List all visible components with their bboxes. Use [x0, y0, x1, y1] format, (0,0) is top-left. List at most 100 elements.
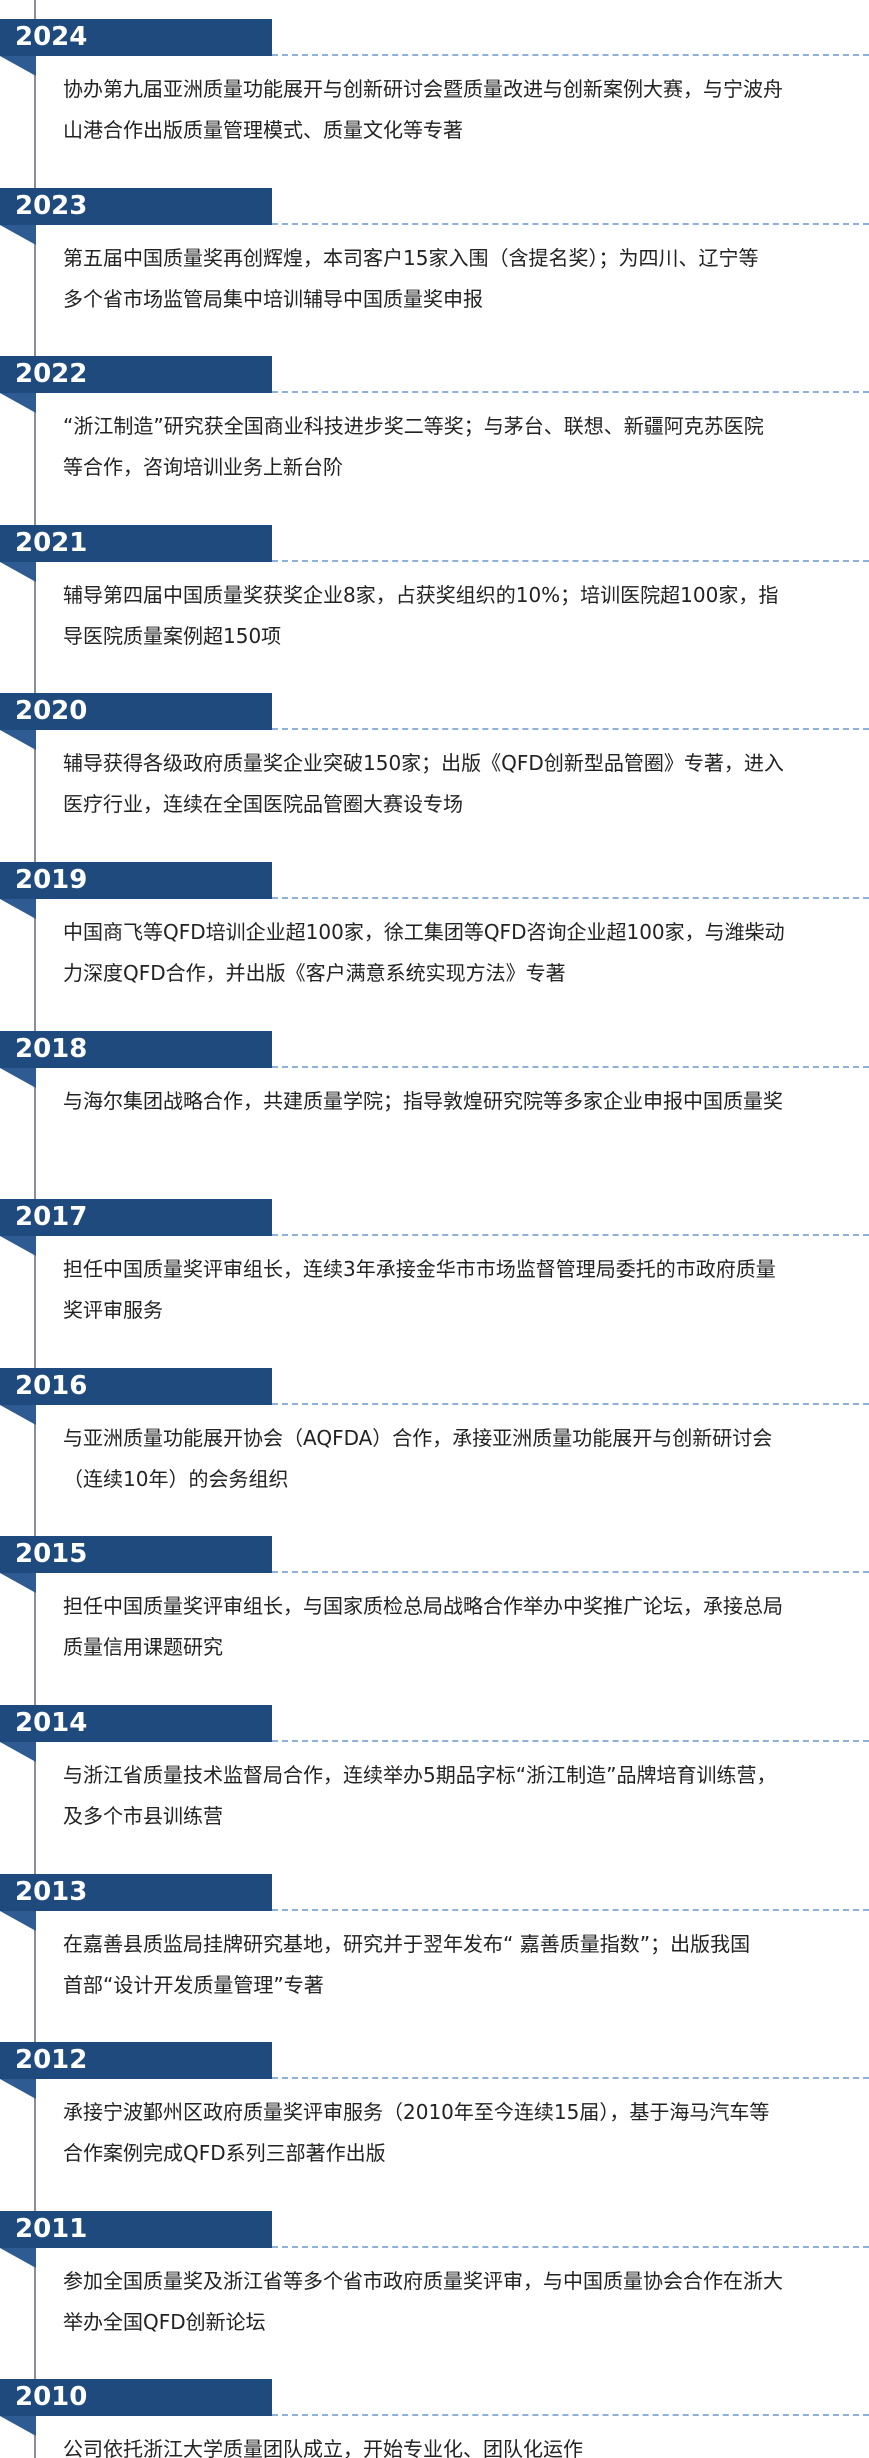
- year-label: 2024: [15, 22, 88, 52]
- entry-text: （连续10年）的会务组织: [63, 1466, 289, 1491]
- year-bar: 2015: [0, 1536, 272, 1574]
- timeline-entry: 2015 担任中国质量奖评审组长，与国家质检总局战略合作举办中奖推广论坛，承接总局…: [0, 1536, 869, 1704]
- year-label: 2017: [15, 1202, 88, 1233]
- fold-triangle: [0, 2247, 36, 2268]
- timeline-entry: 2016 与亚洲质量功能展开协会（AQFDA）合作，承接亚洲质量功能展开与创新研讨…: [0, 1367, 869, 1536]
- entry-text: 及多个市县训练营: [63, 1804, 223, 1828]
- dashed-divider: [272, 728, 869, 731]
- fold-corner: [0, 2247, 36, 2268]
- timeline-entry: 2012 承接宁波鄞州区政府质量奖评审服务（2010年至今连续15届），基于海马汽…: [0, 2042, 869, 2210]
- timeline-entry: 2019 中国商飞等QFD培训企业超100家，徐工集团等QFD咨询企业超100家，…: [0, 862, 869, 1030]
- timeline-entry: 2013 在嘉善县质监局挂牌研究基地，研究并于翌年发布“ 嘉善质量指数”；出版我国…: [0, 1873, 869, 2042]
- year-label: 2021: [15, 527, 88, 558]
- year-label: 2014: [15, 1708, 88, 1738]
- entry-text: 承接宁波鄞州区政府质量奖评审服务（2010年至今连续15届），基于海马汽车等: [63, 2100, 770, 2125]
- dashed-divider: [272, 2077, 869, 2080]
- year-bar: 2024: [0, 19, 272, 56]
- entry-text: 举办全国QFD创新论坛: [63, 2309, 266, 2334]
- year-label: 2010: [15, 2382, 88, 2413]
- entry-text: 力深度QFD合作，并出版《客户满意系统实现方法》专著: [63, 961, 566, 985]
- entry-text: 导医院质量案例超150项: [63, 623, 282, 648]
- fold-triangle: [0, 1910, 36, 1931]
- entry-text: 首部“设计开发质量管理”专著: [63, 1972, 324, 1997]
- year-bar: 2023: [0, 187, 272, 225]
- entry-text: 质量信用课题研究: [63, 1635, 223, 1660]
- fold-triangle: [0, 730, 36, 751]
- dashed-divider: [272, 559, 869, 562]
- entry-text: 合作案例完成QFD系列三部著作出版: [63, 2141, 386, 2166]
- timeline-entry: 2011 参加全国质量奖及浙江省等多个省市政府质量奖评审，与中国质量协会合作在浙大…: [0, 2210, 869, 2379]
- fold-corner: [0, 1573, 36, 1594]
- fold-corner: [0, 1067, 36, 1088]
- year-label: 2023: [15, 190, 88, 221]
- fold-triangle: [0, 2079, 36, 2100]
- timeline-entry: 2023 第五届中国质量奖再创辉煌，本司客户15家入围（含提名奖）；为四川、辽宁等…: [0, 187, 869, 356]
- year-bar: 2017: [0, 1199, 272, 1237]
- entry-text: 多个省市场监管局集中培训辅导中国质量奖申报: [63, 286, 483, 311]
- dashed-divider: [272, 2245, 869, 2248]
- fold-triangle: [0, 1236, 36, 1257]
- entry-text: 担任中国质量奖评审组长，与国家质检总局战略合作举办中奖推广论坛，承接总局: [63, 1594, 783, 1619]
- entry-text: 与海尔集团战略合作，共建质量学院；指导敦煌研究院等多家企业申报中国质量奖: [63, 1088, 783, 1113]
- fold-corner: [0, 730, 36, 751]
- dashed-divider: [272, 1402, 869, 1405]
- entry-text: 等合作，咨询培训业务上新台阶: [63, 455, 343, 480]
- year-label: 2018: [15, 1033, 88, 1064]
- year-bar: 2020: [0, 693, 272, 731]
- fold-corner: [0, 899, 36, 919]
- year-label: 2019: [15, 865, 88, 895]
- entry-text: 在嘉善县质监局挂牌研究基地，研究并于翌年发布“ 嘉善质量指数”；出版我国: [63, 1931, 751, 1956]
- year-bar: 2014: [0, 1705, 272, 1742]
- year-bar: 2016: [0, 1367, 272, 1405]
- fold-triangle: [0, 1573, 36, 1594]
- year-label: 2012: [15, 2045, 88, 2076]
- timeline-entry: 2020 辅导获得各级政府质量奖企业突破150家；出版《QFD创新型品管圈》专著，…: [0, 693, 869, 861]
- year-label: 2015: [15, 1539, 88, 1570]
- fold-triangle: [0, 899, 36, 919]
- dashed-divider: [272, 897, 869, 899]
- year-label: 2022: [15, 359, 88, 390]
- timeline-entry: 2010 公司依托浙江大学质量团队成立，开始专业化、团队化运作: [0, 2379, 869, 2458]
- entry-text: 与浙江省质量技术监督局合作，连续举办5期品字标“浙江制造”品牌培育训练营，: [63, 1763, 777, 1787]
- timeline-entry: 2024 协办第九届亚洲质量功能展开与创新研讨会暨质量改进与创新案例大赛，与宁波舟…: [0, 19, 869, 187]
- fold-corner: [0, 561, 36, 582]
- entry-text: 中国商飞等QFD培训企业超100家，徐工集团等QFD咨询企业超100家，与潍柴动: [63, 920, 785, 944]
- fold-triangle: [0, 1742, 36, 1762]
- dashed-divider: [272, 222, 869, 225]
- year-bar: 2012: [0, 2042, 272, 2080]
- year-bar: 2021: [0, 524, 272, 562]
- year-bar: 2011: [0, 2210, 272, 2248]
- fold-corner: [0, 56, 36, 76]
- timeline-entry: 2022 “浙江制造”研究获全国商业科技进步奖二等奖；与茅台、联想、新疆阿克苏医院…: [0, 356, 869, 524]
- fold-triangle: [0, 1067, 36, 1088]
- fold-corner: [0, 1742, 36, 1762]
- year-bar: 2013: [0, 1873, 272, 1911]
- year-label: 2020: [15, 696, 88, 727]
- year-label: 2011: [15, 2213, 88, 2244]
- dashed-divider: [272, 54, 869, 56]
- fold-corner: [0, 1236, 36, 1257]
- entry-text: 辅导第四届中国质量奖获奖企业8家，占获奖组织的10%；培训医院超100家，指: [63, 582, 779, 607]
- timeline-entry: 2021 辅导第四届中国质量奖获奖企业8家，占获奖组织的10%；培训医院超100家…: [0, 524, 869, 693]
- dashed-divider: [272, 1740, 869, 1742]
- fold-corner: [0, 1404, 36, 1425]
- year-label: 2016: [15, 1370, 88, 1401]
- timeline-entry: 2018 与海尔集团战略合作，共建质量学院；指导敦煌研究院等多家企业申报中国质量奖: [0, 1030, 869, 1199]
- dashed-divider: [272, 1065, 869, 1068]
- entry-text: 山港合作出版质量管理模式、质量文化等专著: [63, 118, 463, 142]
- fold-corner: [0, 2416, 36, 2437]
- entry-text: 辅导获得各级政府质量奖企业突破150家；出版《QFD创新型品管圈》专著，进入: [63, 751, 784, 776]
- dashed-divider: [272, 391, 869, 394]
- fold-triangle: [0, 561, 36, 582]
- year-label: 2013: [15, 1876, 88, 1907]
- entry-text: 奖评审服务: [63, 1298, 163, 1323]
- entry-text: 公司依托浙江大学质量团队成立，开始专业化、团队化运作: [63, 2437, 583, 2458]
- dashed-divider: [272, 1908, 869, 1911]
- timeline-entry: 2014 与浙江省质量技术监督局合作，连续举办5期品字标“浙江制造”品牌培育训练营…: [0, 1705, 869, 1873]
- year-bar: 2010: [0, 2379, 272, 2417]
- entry-text: 第五届中国质量奖再创辉煌，本司客户15家入围（含提名奖）；为四川、辽宁等: [63, 245, 759, 270]
- fold-triangle: [0, 56, 36, 76]
- year-bar: 2022: [0, 356, 272, 394]
- timeline-entry: 2017 担任中国质量奖评审组长，连续3年承接金华市市场监督管理局委托的市政府质量…: [0, 1199, 869, 1367]
